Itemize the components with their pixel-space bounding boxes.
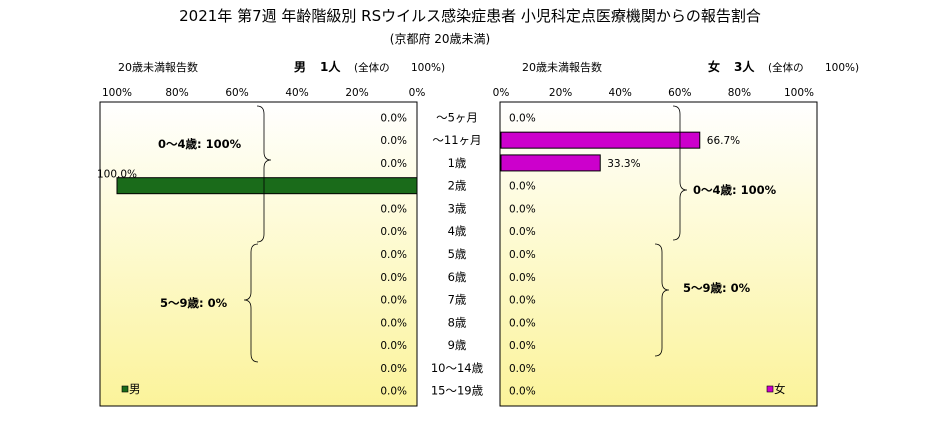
male-bar — [116, 177, 418, 195]
female-data-label: 0.0% — [509, 272, 536, 284]
male-annotation-5-9: 5～9歳: 0% — [160, 296, 228, 310]
male-header-note: (全体の — [354, 61, 390, 74]
female-data-label: 0.0% — [509, 340, 536, 352]
male-header-label: 男 — [294, 60, 306, 74]
male-data-label: 0.0% — [380, 272, 407, 284]
male-plot-area — [99, 101, 418, 407]
female-header-label: 女 — [708, 59, 720, 74]
category-label: 3歳 — [448, 201, 467, 215]
male-x-tick-label: 100% — [102, 87, 132, 99]
category-label: ～5ヶ月 — [436, 110, 478, 124]
male-x-tick-label: 80% — [165, 87, 188, 99]
female-header-pct: 100%) — [825, 62, 859, 74]
female-data-label: 0.0% — [509, 386, 536, 398]
female-brace-0-4 — [672, 105, 688, 241]
male-data-label: 0.0% — [380, 226, 407, 238]
male-x-tick-label: 60% — [225, 87, 248, 99]
chart-subtitle: (京都府 20歳未満) — [390, 31, 490, 46]
male-legend-label: 男 — [129, 382, 141, 396]
male-annotation-0-4: 0～4歳: 100% — [158, 137, 242, 151]
male-header-count: 1人 — [320, 59, 341, 74]
female-data-label: 0.0% — [509, 181, 536, 193]
female-annotation-5-9: 5～9歳: 0% — [683, 281, 751, 295]
category-label: 4歳 — [448, 224, 467, 238]
female-brace-5-9 — [654, 243, 670, 357]
category-label: ～11ヶ月 — [432, 133, 481, 147]
female-bar — [500, 154, 601, 172]
female-x-tick-label: 0% — [493, 87, 510, 99]
male-brace-5-9 — [243, 243, 259, 363]
female-data-label: 33.3% — [607, 158, 640, 170]
female-data-label: 0.0% — [509, 226, 536, 238]
female-bar — [500, 131, 701, 149]
female-data-label: 66.7% — [707, 135, 740, 147]
male-data-label: 100.0% — [97, 169, 137, 181]
male-data-label: 0.0% — [380, 158, 407, 170]
female-legend-label: 女 — [774, 382, 786, 396]
male-x-tick-label: 0% — [409, 87, 426, 99]
male-legend-swatch — [121, 385, 129, 393]
category-label: 2歳 — [448, 179, 467, 193]
female-data-label: 0.0% — [509, 317, 536, 329]
male-data-label: 0.0% — [380, 363, 407, 375]
female-legend-swatch — [766, 385, 774, 393]
female-data-label: 0.0% — [509, 363, 536, 375]
female-x-tick-label: 60% — [668, 87, 691, 99]
category-label: 15～19歳 — [431, 384, 484, 398]
female-annotation-0-4: 0～4歳: 100% — [693, 183, 777, 197]
male-data-label: 0.0% — [380, 295, 407, 307]
male-header-pct: 100%) — [411, 62, 445, 74]
category-label: 9歳 — [448, 338, 467, 352]
female-x-tick-label: 40% — [609, 87, 632, 99]
male-x-tick-label: 20% — [345, 87, 368, 99]
male-data-label: 0.0% — [380, 340, 407, 352]
male-data-label: 0.0% — [380, 135, 407, 147]
female-x-tick-label: 20% — [549, 87, 572, 99]
category-label: 6歳 — [448, 270, 467, 284]
female-x-tick-label: 80% — [728, 87, 751, 99]
category-label: 8歳 — [448, 315, 467, 329]
female-xlabel: 20歳未満報告数 — [522, 61, 602, 74]
male-data-label: 0.0% — [380, 317, 407, 329]
male-xlabel: 20歳未満報告数 — [118, 61, 198, 74]
male-brace-0-4 — [256, 105, 272, 243]
category-label: 5歳 — [448, 247, 467, 261]
female-data-label: 0.0% — [509, 249, 536, 261]
male-data-label: 0.0% — [380, 112, 407, 124]
male-data-label: 0.0% — [380, 203, 407, 215]
female-header-count: 3人 — [734, 59, 755, 74]
female-data-label: 0.0% — [509, 295, 536, 307]
category-label: 7歳 — [448, 293, 467, 307]
category-label: 1歳 — [448, 156, 467, 170]
male-data-label: 0.0% — [380, 249, 407, 261]
male-data-label: 0.0% — [380, 386, 407, 398]
male-x-tick-label: 40% — [285, 87, 308, 99]
category-label: 10～14歳 — [431, 361, 484, 375]
chart-title: 2021年 第7週 年齢階級別 RSウイルス感染症患者 小児科定点医療機関からの… — [179, 7, 761, 25]
female-x-tick-label: 100% — [784, 87, 814, 99]
female-data-label: 0.0% — [509, 203, 536, 215]
female-data-label: 0.0% — [509, 112, 536, 124]
female-header-note: (全体の — [768, 61, 804, 74]
